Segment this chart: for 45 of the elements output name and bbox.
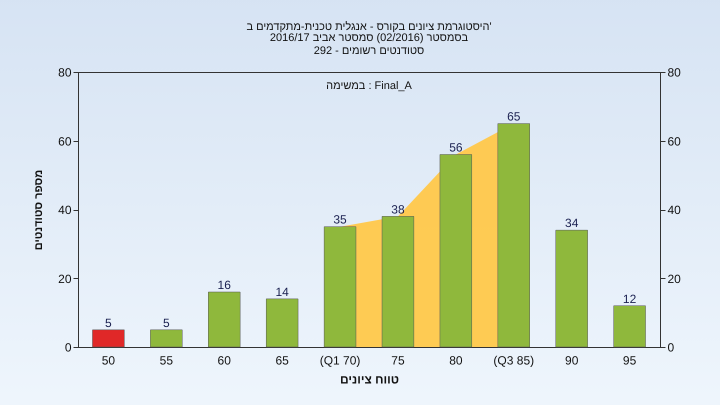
chart-title: היסטוגרמת ציונים בקורס - אנגלית טכנית-מתקדמים ב'	[246, 21, 492, 33]
bar	[498, 123, 530, 348]
x-tick-label: 80	[449, 354, 463, 368]
x-tick-label: 60	[218, 354, 232, 368]
y-tick-label: 80	[58, 66, 72, 80]
y-tick-label: 60	[58, 134, 72, 148]
y2-tick-label: 60	[668, 134, 682, 148]
x-tick-label: (Q3 85)	[493, 354, 534, 368]
y2-tick-label: 20	[668, 272, 682, 286]
data-label: 16	[218, 278, 232, 292]
data-label: 14	[275, 284, 290, 299]
data-label: 35	[333, 212, 348, 227]
y2-tick-label: 0	[668, 340, 674, 354]
annotation: במשימה : Final_A	[326, 80, 413, 92]
y-tick-label: 20	[58, 272, 72, 286]
y-axis-title: מספר סטודנטים	[33, 170, 46, 250]
x-tick-label: (Q1 70)	[320, 354, 360, 368]
data-label: 12	[622, 292, 637, 306]
data-label: 34	[565, 216, 579, 230]
bar	[266, 298, 298, 348]
bar	[613, 306, 646, 348]
bar	[382, 216, 414, 348]
data-label: 65	[507, 110, 521, 124]
x-tick-label: 50	[102, 354, 116, 368]
bar	[440, 154, 472, 348]
x-tick-label: 55	[160, 354, 174, 368]
x-axis-title: טווח ציונים	[340, 372, 399, 386]
x-tick-label: 75	[391, 354, 405, 368]
bar	[150, 330, 182, 348]
y-tick-label: 0	[64, 340, 72, 354]
y2-tick-label: 40	[668, 203, 682, 217]
bar	[324, 226, 356, 348]
x-tick-label: 95	[622, 354, 637, 368]
data-label: 56	[449, 140, 463, 154]
chart-subtitle: בסמסטר (02/2016) סמסטר אביב 2016/17 סטודנטים רשומים - 292	[270, 32, 469, 57]
x-tick-label: 65	[275, 354, 290, 368]
data-label: 5	[162, 316, 170, 330]
bar	[556, 230, 588, 348]
y2-tick-label: 80	[668, 66, 682, 80]
y-tick-label: 40	[58, 203, 72, 217]
data-label: 38	[391, 202, 405, 216]
x-tick-label: 90	[565, 354, 579, 368]
data-label: 5	[105, 316, 112, 330]
bar	[208, 292, 240, 348]
bar	[92, 330, 125, 348]
